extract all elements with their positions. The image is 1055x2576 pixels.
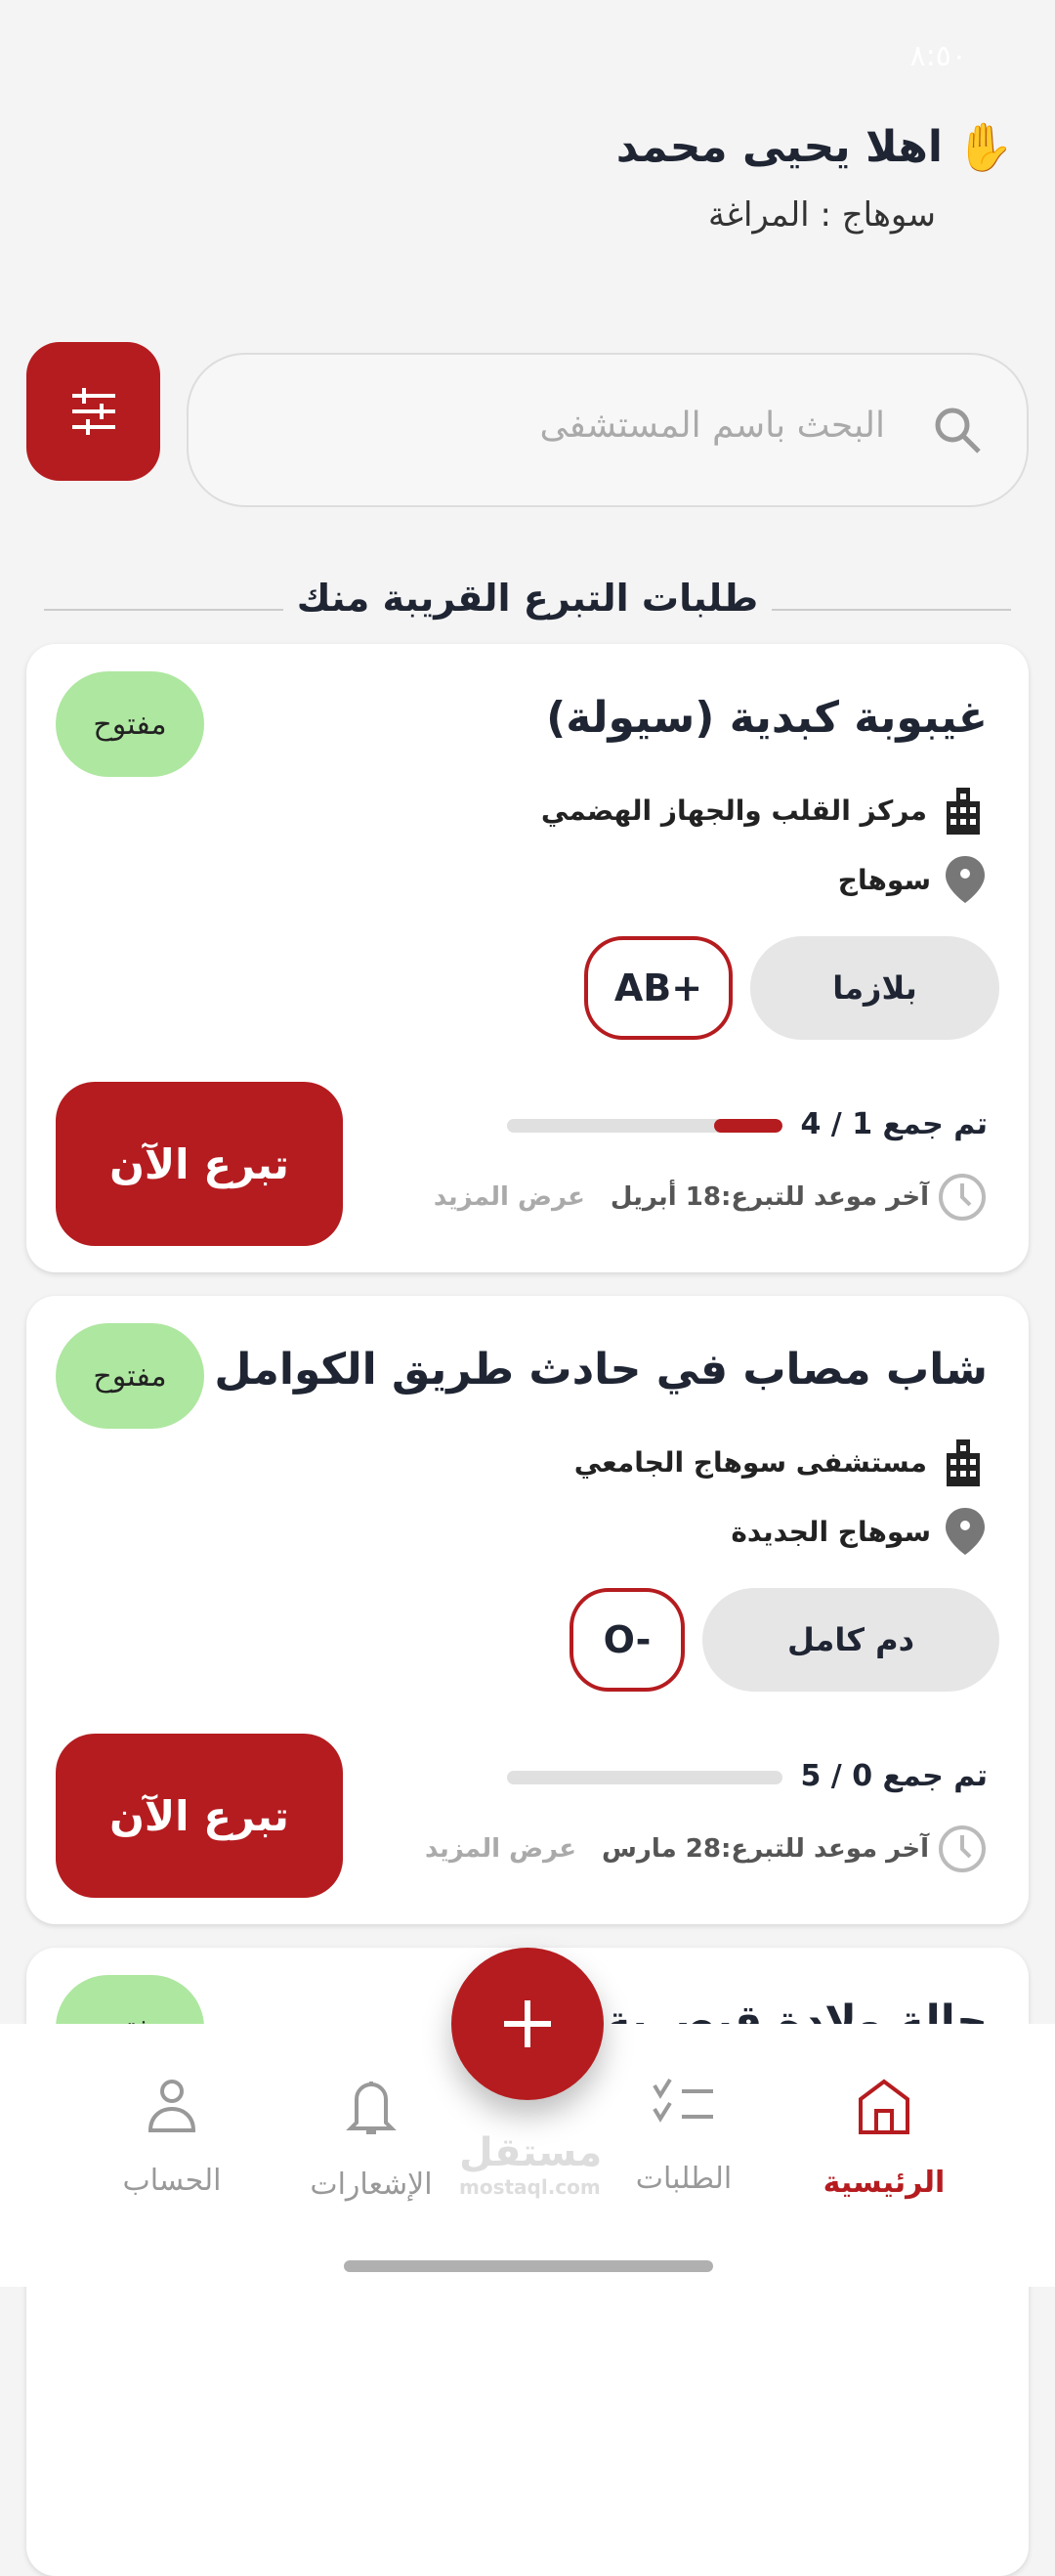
deadline-row: آخر موعد للتبرع:18 أبريل عرض المزيد bbox=[434, 1172, 988, 1223]
hospital-name: مركز القلب والجهاز الهضمي bbox=[540, 794, 927, 827]
nav-requests[interactable]: الطلبات bbox=[586, 2078, 781, 2196]
watermark-en: mostaql.com bbox=[459, 2175, 601, 2199]
search-input[interactable]: البحث باسم المستشفى bbox=[187, 353, 1029, 507]
user-location: سوهاج : المراغة bbox=[707, 195, 936, 235]
deadline-row: آخر موعد للتبرع:28 مارس عرض المزيد bbox=[425, 1824, 988, 1874]
deadline: آخر موعد للتبرع:28 مارس bbox=[602, 1834, 929, 1864]
show-more-link[interactable]: عرض المزيد bbox=[424, 1834, 576, 1864]
progress-bar bbox=[507, 1119, 782, 1133]
show-more-link[interactable]: عرض المزيد bbox=[433, 1182, 585, 1212]
hospital-row: مركز القلب والجهاز الهضمي bbox=[541, 786, 988, 835]
donation-type: دم كامل bbox=[702, 1588, 999, 1692]
watermark-ar: مستقل bbox=[459, 2130, 603, 2175]
status-time: ٨:٥٠ bbox=[909, 39, 967, 73]
nav-home-label: الرئيسية bbox=[823, 2166, 946, 2200]
blood-type: O- bbox=[570, 1588, 685, 1692]
filter-button[interactable] bbox=[26, 342, 160, 481]
user-icon bbox=[148, 2080, 196, 2132]
greeting: اهلا يحيى محمد bbox=[615, 122, 943, 172]
clock-icon bbox=[939, 1825, 986, 1872]
city-name: سوهاج bbox=[837, 863, 931, 896]
progress-text: تم جمع 1 / 4 bbox=[800, 1107, 988, 1141]
progress-fill bbox=[713, 1119, 782, 1133]
city-row: سوهاج الجديدة bbox=[731, 1506, 988, 1557]
status-badge: مفتوح bbox=[56, 1323, 204, 1429]
checklist-icon bbox=[653, 2078, 713, 2123]
nav-home[interactable]: الرئيسية bbox=[786, 2078, 982, 2200]
home-icon bbox=[859, 2079, 909, 2134]
location-pin-icon bbox=[946, 856, 985, 903]
donation-type: بلازما bbox=[750, 936, 999, 1040]
progress-bar bbox=[507, 1771, 782, 1784]
location-pin-icon bbox=[946, 1508, 985, 1555]
nav-account-label: الحساب bbox=[122, 2164, 222, 2198]
search-icon bbox=[935, 408, 981, 453]
sliders-icon bbox=[71, 388, 115, 435]
wave-emoji: ✋ bbox=[955, 120, 1014, 175]
request-card[interactable]: مفتوح غيبوبة كبدية (سيولة) مركز القلب وا… bbox=[26, 644, 1029, 1272]
nav-notifications-label: الإشعارات bbox=[310, 2168, 433, 2202]
nav-requests-label: الطلبات bbox=[635, 2162, 733, 2196]
hospital-name: مستشفى سوهاج الجامعي bbox=[573, 1445, 927, 1479]
clock-icon bbox=[939, 1174, 986, 1221]
hospital-row: مستشفى سوهاج الجامعي bbox=[574, 1438, 988, 1486]
section-title: طلبات التبرع القريبة منك bbox=[283, 577, 772, 620]
status-badge: مفتوح bbox=[56, 671, 204, 777]
progress-text: تم جمع 0 / 5 bbox=[800, 1759, 988, 1793]
nav-account[interactable]: الحساب bbox=[74, 2078, 270, 2198]
donate-now-button[interactable]: تبرع الآن bbox=[56, 1082, 343, 1246]
request-card[interactable]: مفتوح شاب مصاب في حادث طريق الكوامل مستش… bbox=[26, 1296, 1029, 1924]
status-bar: ٨:٥٠ bbox=[0, 39, 1055, 88]
gesture-handle bbox=[344, 2260, 713, 2272]
city-row: سوهاج bbox=[838, 854, 988, 905]
card-title: غيبوبة كبدية (سيولة) bbox=[546, 693, 988, 743]
bell-icon bbox=[346, 2082, 397, 2134]
add-request-button[interactable] bbox=[451, 1948, 604, 2100]
watermark-logo: مستقل mostaql.com bbox=[459, 2130, 603, 2199]
card-title: شاب مصاب في حادث طريق الكوامل bbox=[214, 1345, 988, 1395]
donate-now-button[interactable]: تبرع الآن bbox=[56, 1734, 343, 1898]
building-icon bbox=[947, 788, 980, 835]
plus-icon bbox=[504, 2000, 551, 2047]
blood-type: AB+ bbox=[584, 936, 733, 1040]
city-name: سوهاج الجديدة bbox=[731, 1515, 931, 1548]
nav-notifications[interactable]: الإشعارات bbox=[274, 2078, 469, 2202]
search-placeholder: البحث باسم المستشفى bbox=[539, 406, 885, 446]
deadline: آخر موعد للتبرع:18 أبريل bbox=[610, 1182, 929, 1212]
building-icon bbox=[947, 1439, 980, 1486]
